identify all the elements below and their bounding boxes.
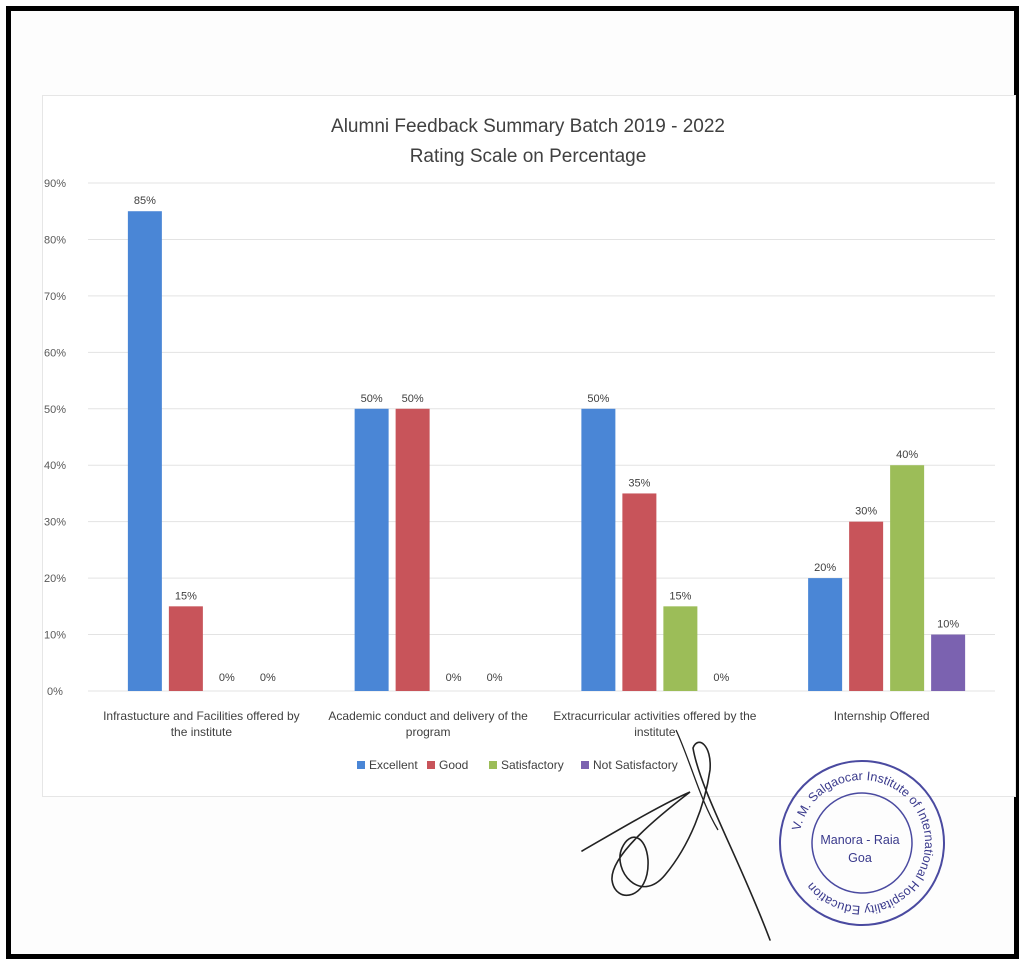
y-tick-label: 50% bbox=[44, 404, 66, 416]
legend-swatch bbox=[427, 761, 435, 769]
bar-good bbox=[849, 521, 884, 691]
y-tick-label: 30% bbox=[44, 517, 66, 529]
chart-subtitle: Rating Scale on Percentage bbox=[410, 146, 647, 167]
data-label: 0% bbox=[260, 672, 276, 684]
bar-satisfactory bbox=[890, 465, 925, 691]
bar-not-satisfactory bbox=[931, 634, 966, 691]
gridlines bbox=[88, 182, 995, 692]
data-label: 35% bbox=[628, 477, 650, 489]
data-label: 85% bbox=[134, 195, 156, 207]
legend-swatch bbox=[581, 761, 589, 769]
bar-excellent bbox=[127, 211, 162, 691]
category-label: Extracurricular activities offered by th… bbox=[553, 709, 757, 723]
y-tick-label: 60% bbox=[44, 347, 66, 359]
legend-item-label: Excellent bbox=[369, 758, 418, 772]
y-tick-label: 90% bbox=[44, 178, 66, 190]
category-label: institute bbox=[634, 725, 676, 739]
bar-good bbox=[395, 408, 430, 691]
stamp-center-line1: Manora - Raia bbox=[820, 833, 899, 847]
category-label: program bbox=[406, 725, 451, 739]
bar-excellent bbox=[354, 408, 389, 691]
data-label: 15% bbox=[669, 590, 691, 602]
data-label: 0% bbox=[446, 672, 462, 684]
category-labels: Infrastucture and Facilities offered by t… bbox=[103, 709, 929, 739]
signature-stroke bbox=[675, 729, 719, 831]
y-tick-label: 80% bbox=[44, 234, 66, 246]
y-tick-label: 0% bbox=[47, 686, 63, 698]
y-axis-ticks: 0% 10% 20% 30% 40% 50% 60% 70% 80% 90% bbox=[44, 178, 66, 698]
data-label: 50% bbox=[402, 393, 424, 405]
data-label: 0% bbox=[219, 672, 235, 684]
data-label: 30% bbox=[855, 506, 877, 518]
data-label: 50% bbox=[361, 393, 383, 405]
bar-excellent bbox=[581, 408, 616, 691]
category-label: the institute bbox=[171, 725, 233, 739]
legend: Excellent Good Satisfactory Not Satisfactor… bbox=[357, 758, 678, 772]
legend-item-label: Good bbox=[439, 758, 468, 772]
legend-item-label: Satisfactory bbox=[501, 758, 564, 772]
data-label: 0% bbox=[487, 672, 503, 684]
data-labels: 85% 15% 0% 0% 50% 50% 0% 0% 50% 35% 15% 0% 20% 30% 40%… bbox=[134, 195, 959, 684]
data-label: 10% bbox=[937, 619, 959, 631]
y-tick-label: 20% bbox=[44, 573, 66, 585]
category-label: Academic conduct and delivery of the bbox=[328, 709, 528, 723]
legend-item-label: Not Satisfactory bbox=[593, 758, 678, 772]
bars bbox=[127, 211, 966, 691]
y-tick-label: 40% bbox=[44, 460, 66, 472]
category-label: Infrastucture and Facilities offered by bbox=[103, 709, 300, 723]
y-tick-label: 70% bbox=[44, 291, 66, 303]
chart-title: Alumni Feedback Summary Batch 2019 - 202… bbox=[331, 116, 725, 137]
signature bbox=[581, 741, 771, 941]
category-label: Internship Offered bbox=[834, 709, 930, 723]
data-label: 0% bbox=[713, 672, 729, 684]
bar-satisfactory bbox=[663, 606, 698, 691]
bar-good bbox=[168, 606, 203, 691]
bar-excellent bbox=[808, 578, 843, 691]
data-label: 15% bbox=[175, 590, 197, 602]
bar-good bbox=[622, 493, 657, 691]
legend-swatch bbox=[489, 761, 497, 769]
data-label: 50% bbox=[587, 393, 609, 405]
data-label: 20% bbox=[814, 562, 836, 574]
data-label: 40% bbox=[896, 449, 918, 461]
y-tick-label: 10% bbox=[44, 630, 66, 642]
stamp-center-line2: Goa bbox=[848, 851, 872, 865]
legend-swatch bbox=[357, 761, 365, 769]
